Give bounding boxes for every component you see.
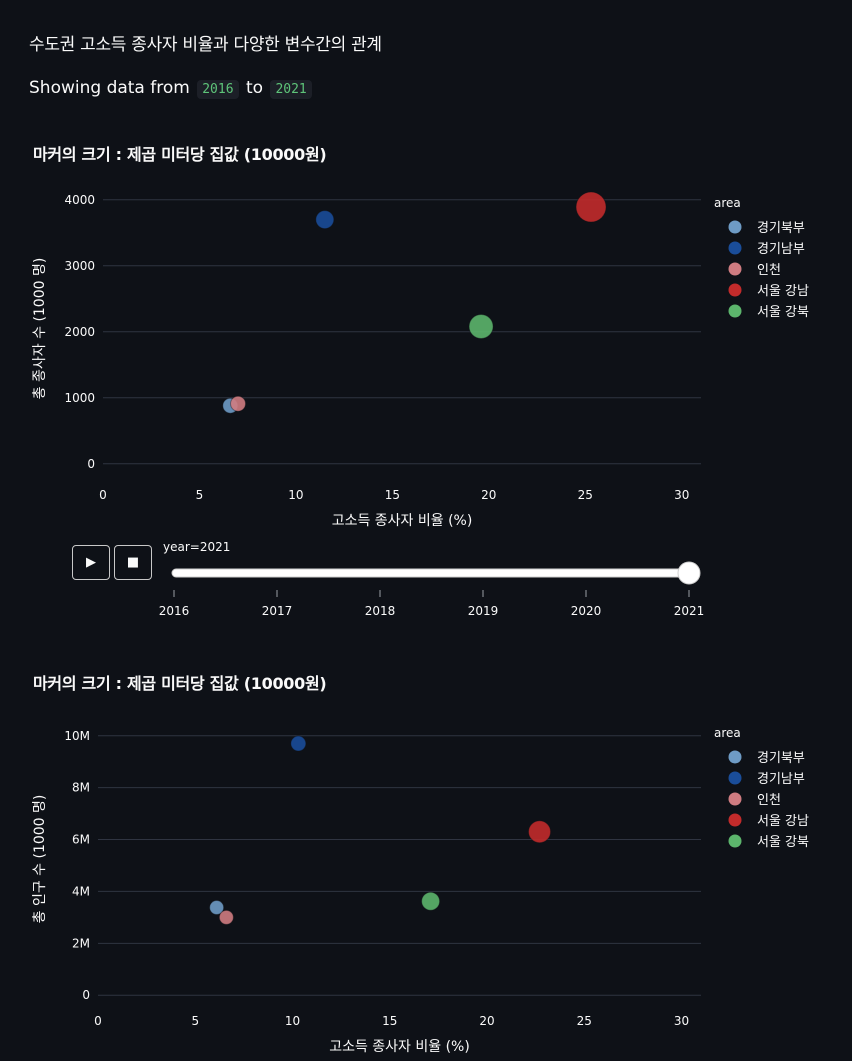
- slider-tick-label[interactable]: 2019: [468, 604, 499, 618]
- x-tick-label: 0: [94, 1014, 102, 1028]
- legend-label[interactable]: 경기남부: [757, 772, 805, 787]
- legend-marker[interactable]: [728, 750, 742, 764]
- play-icon: ▶: [86, 555, 96, 570]
- stop-button[interactable]: ■: [114, 545, 152, 580]
- y-tick-label: 10M: [64, 729, 90, 743]
- range-prefix: Showing data from: [29, 78, 190, 98]
- legend-label[interactable]: 경기북부: [757, 221, 805, 236]
- legend-marker[interactable]: [728, 813, 742, 827]
- legend-label[interactable]: 경기남부: [757, 242, 805, 257]
- y-tick-label: 4M: [72, 884, 90, 898]
- data-point[interactable]: [468, 314, 494, 340]
- year-range-text: Showing data from 2016 to 2021: [29, 78, 314, 99]
- legend-label[interactable]: 서울 강북: [757, 835, 809, 850]
- legend-marker[interactable]: [728, 792, 742, 806]
- data-point[interactable]: [218, 909, 234, 925]
- x-tick-label: 20: [479, 1014, 494, 1028]
- x-tick-label: 10: [288, 488, 303, 502]
- x-tick-label: 25: [578, 488, 593, 502]
- legend-marker[interactable]: [728, 262, 742, 276]
- data-point[interactable]: [230, 395, 247, 412]
- chart1-scatter-plot[interactable]: 0 1000 2000 3000 4000 0 5 10 15 20 25 30 고소득 종사자 비율 …: [0, 180, 852, 529]
- legend-label[interactable]: 서울 강남: [757, 284, 809, 299]
- y-axis-title: 총 종사자 수 (1000 명): [32, 258, 48, 400]
- y-axis-title: 총 인구 수 (1000 명): [32, 795, 48, 924]
- slider-current-label: year=2021: [163, 540, 230, 554]
- x-axis-title: 고소득 종사자 비율 (%): [332, 513, 473, 529]
- data-point[interactable]: [209, 900, 225, 916]
- x-tick-label: 20: [481, 488, 496, 502]
- slider-tick-label[interactable]: 2017: [262, 604, 293, 618]
- legend-title: area: [714, 726, 741, 740]
- legend-marker[interactable]: [728, 771, 742, 785]
- slider-tick-label[interactable]: 2021: [674, 604, 705, 618]
- legend-label[interactable]: 서울 강북: [757, 305, 809, 320]
- y-tick-label: 0: [87, 457, 95, 471]
- legend-label[interactable]: 경기북부: [757, 751, 805, 766]
- y-tick-label: 1000: [64, 391, 95, 405]
- legend-marker[interactable]: [728, 241, 742, 255]
- range-joiner: to: [245, 78, 264, 98]
- page-subheader: 수도권 고소득 종사자 비율과 다양한 변수간의 관계: [29, 35, 382, 55]
- year-slider[interactable]: year=2021 2016 2017 2018 2019 2020 2021: [0, 535, 852, 625]
- slider-tick-label[interactable]: 2018: [365, 604, 396, 618]
- chart2-scatter-plot[interactable]: 0 2M 4M 6M 8M 10M 0 5 10 15 20 25 30 고소득 종사자 비율 (%) 총 …: [0, 715, 852, 1061]
- legend-label[interactable]: 인천: [757, 263, 781, 278]
- chart1-title: 마커의 크기 : 제곱 미터당 집값 (10000원): [33, 145, 327, 164]
- y-tick-label: 0: [82, 988, 90, 1002]
- y-tick-label: 8M: [72, 781, 90, 795]
- slider-track[interactable]: [171, 568, 692, 578]
- range-start-year: 2016: [197, 80, 239, 99]
- legend-marker[interactable]: [728, 220, 742, 234]
- x-tick-label: 5: [191, 1014, 199, 1028]
- x-tick-label: 25: [577, 1014, 592, 1028]
- legend-label[interactable]: 서울 강남: [757, 814, 809, 829]
- range-end-year: 2021: [270, 80, 312, 99]
- stop-icon: ■: [126, 555, 140, 570]
- slider-tick-label[interactable]: 2016: [159, 604, 190, 618]
- x-tick-label: 15: [382, 1014, 397, 1028]
- slider-tick-label[interactable]: 2020: [571, 604, 602, 618]
- x-tick-label: 15: [385, 488, 400, 502]
- chart2-title: 마커의 크기 : 제곱 미터당 집값 (10000원): [33, 674, 327, 693]
- x-axis-title: 고소득 종사자 비율 (%): [329, 1039, 470, 1055]
- x-tick-label: 30: [674, 488, 689, 502]
- x-tick-label: 5: [196, 488, 204, 502]
- data-point[interactable]: [315, 210, 335, 230]
- x-tick-label: 0: [99, 488, 107, 502]
- y-tick-label: 6M: [72, 833, 90, 847]
- data-point[interactable]: [528, 820, 552, 844]
- y-tick-label: 2M: [72, 936, 90, 950]
- x-tick-label: 30: [674, 1014, 689, 1028]
- legend-marker[interactable]: [728, 834, 742, 848]
- legend-marker[interactable]: [728, 304, 742, 318]
- legend-label[interactable]: 인천: [757, 793, 781, 808]
- data-point[interactable]: [290, 735, 307, 752]
- data-point[interactable]: [421, 891, 441, 911]
- y-tick-label: 4000: [64, 193, 95, 207]
- slider-handle[interactable]: [677, 561, 701, 585]
- y-tick-label: 2000: [64, 325, 95, 339]
- y-tick-label: 3000: [64, 259, 95, 273]
- x-tick-label: 10: [285, 1014, 300, 1028]
- play-button[interactable]: ▶: [72, 545, 110, 580]
- data-point[interactable]: [575, 191, 607, 223]
- legend-marker[interactable]: [728, 283, 742, 297]
- legend-title: area: [714, 196, 741, 210]
